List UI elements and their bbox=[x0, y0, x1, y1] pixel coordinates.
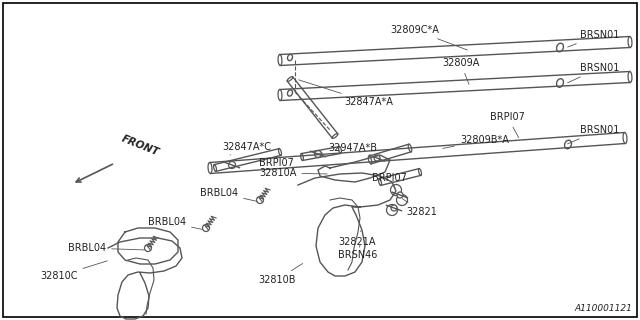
Text: 32809C*A: 32809C*A bbox=[390, 25, 467, 50]
Text: BRSN01: BRSN01 bbox=[568, 63, 620, 83]
Text: 32809B*A: 32809B*A bbox=[443, 135, 509, 148]
Text: BRSN01: BRSN01 bbox=[568, 30, 620, 47]
Text: 32810A: 32810A bbox=[259, 168, 327, 178]
Circle shape bbox=[228, 162, 236, 169]
Text: A110001121: A110001121 bbox=[574, 304, 632, 313]
Text: BRBL04: BRBL04 bbox=[148, 217, 202, 229]
Circle shape bbox=[387, 204, 397, 215]
Text: BRSN01: BRSN01 bbox=[568, 125, 620, 144]
Text: 32947A*B: 32947A*B bbox=[319, 143, 377, 154]
Circle shape bbox=[391, 205, 397, 211]
Text: BRPI07: BRPI07 bbox=[259, 158, 294, 168]
Text: 32810B: 32810B bbox=[258, 263, 303, 285]
Text: FRONT: FRONT bbox=[120, 134, 161, 158]
Text: 32847A*C: 32847A*C bbox=[222, 142, 271, 155]
Text: 32821: 32821 bbox=[403, 199, 437, 217]
Circle shape bbox=[314, 150, 321, 157]
Text: BRBL04: BRBL04 bbox=[200, 188, 257, 201]
Text: BRPI07: BRPI07 bbox=[372, 173, 407, 188]
Circle shape bbox=[390, 185, 401, 196]
Circle shape bbox=[145, 244, 152, 252]
Text: 32821A: 32821A bbox=[338, 231, 376, 247]
Text: BRSN46: BRSN46 bbox=[338, 245, 378, 260]
Circle shape bbox=[397, 192, 403, 198]
Text: 32809A: 32809A bbox=[442, 58, 479, 84]
Text: 32810C: 32810C bbox=[40, 261, 108, 281]
Text: BRBL04: BRBL04 bbox=[68, 243, 144, 253]
Circle shape bbox=[374, 155, 380, 161]
Circle shape bbox=[257, 196, 264, 204]
Text: 32847A*A: 32847A*A bbox=[299, 80, 393, 107]
Circle shape bbox=[202, 225, 209, 231]
Text: BRPI07: BRPI07 bbox=[490, 112, 525, 138]
Circle shape bbox=[397, 195, 408, 205]
